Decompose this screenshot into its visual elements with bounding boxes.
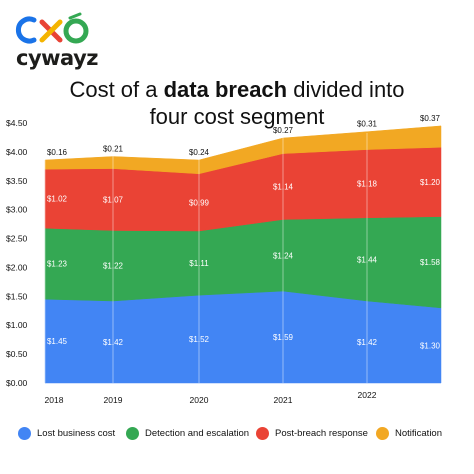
- data-label: $1.44: [357, 255, 378, 264]
- data-label: $1.58: [420, 258, 441, 267]
- data-label: $1.24: [273, 251, 294, 260]
- legend-swatch: [126, 426, 139, 440]
- legend-item: Detection and escalation: [126, 424, 249, 442]
- x-tick-label: 2019: [104, 395, 123, 405]
- legend-label: Lost business cost: [37, 427, 116, 439]
- title-line-2: four cost segment: [149, 104, 325, 129]
- data-label: $0.99: [189, 198, 210, 207]
- legend-swatch: [256, 426, 269, 440]
- legend-item: Notification: [376, 424, 442, 442]
- legend-item: Post-breach response: [256, 424, 368, 442]
- data-label: $0.37: [420, 114, 441, 123]
- data-label: $1.14: [273, 183, 294, 192]
- data-label: $1.11: [189, 259, 209, 268]
- data-label: $0.24: [189, 148, 210, 157]
- y-tick-label: $0.50: [6, 349, 28, 359]
- data-label: $0.27: [273, 126, 294, 135]
- data-label: $1.42: [103, 338, 124, 347]
- y-tick-label: $4.00: [6, 147, 28, 157]
- data-label: $0.31: [357, 120, 378, 129]
- chart-title: Cost of a data breach divided into four …: [0, 76, 474, 130]
- y-tick-label: $2.50: [6, 234, 28, 244]
- legend-label: Detection and escalation: [145, 427, 250, 439]
- y-tick-label: $3.50: [6, 176, 28, 186]
- title-line-1: Cost of a data breach divided into: [69, 77, 405, 102]
- x-tick-label: 2022: [358, 390, 377, 400]
- data-label: $1.23: [47, 260, 68, 269]
- data-label: $1.59: [273, 333, 294, 342]
- chart-legend: Lost business cost Detection and escalati…: [18, 424, 468, 442]
- data-label: $1.30: [420, 341, 441, 350]
- data-label: $1.07: [103, 196, 124, 205]
- y-tick-label: $1.50: [6, 291, 28, 301]
- cxo-logo-mark: [15, 12, 89, 44]
- y-tick-label: $2.00: [6, 262, 28, 272]
- legend-label: Notification: [395, 427, 442, 439]
- y-tick-label: $1.00: [6, 320, 28, 330]
- legend-item: Lost business cost: [18, 424, 115, 442]
- data-label: $1.18: [357, 180, 378, 189]
- data-label: $1.02: [47, 195, 68, 204]
- y-tick-label: $3.00: [6, 205, 28, 215]
- x-tick-label: 2020: [190, 395, 209, 405]
- y-tick-label: $0.00: [6, 378, 28, 388]
- x-tick-label: 2018: [45, 395, 64, 405]
- legend-swatch: [376, 426, 389, 440]
- data-label: $1.20: [420, 178, 441, 187]
- data-label: $1.45: [47, 337, 68, 346]
- cxo-cywayz-logo: cywayz: [10, 12, 100, 74]
- data-label: $1.52: [189, 335, 210, 344]
- data-label: $1.22: [103, 262, 124, 271]
- legend-label: Post-breach response: [275, 427, 368, 439]
- logo-wordmark: cywayz: [16, 46, 98, 70]
- data-label: $0.21: [103, 145, 124, 154]
- y-tick-label: $4.50: [6, 118, 28, 128]
- data-label: $1.42: [357, 338, 378, 347]
- legend-swatch: [18, 426, 31, 440]
- data-label: $0.16: [47, 148, 68, 157]
- x-tick-label: 2021: [274, 395, 293, 405]
